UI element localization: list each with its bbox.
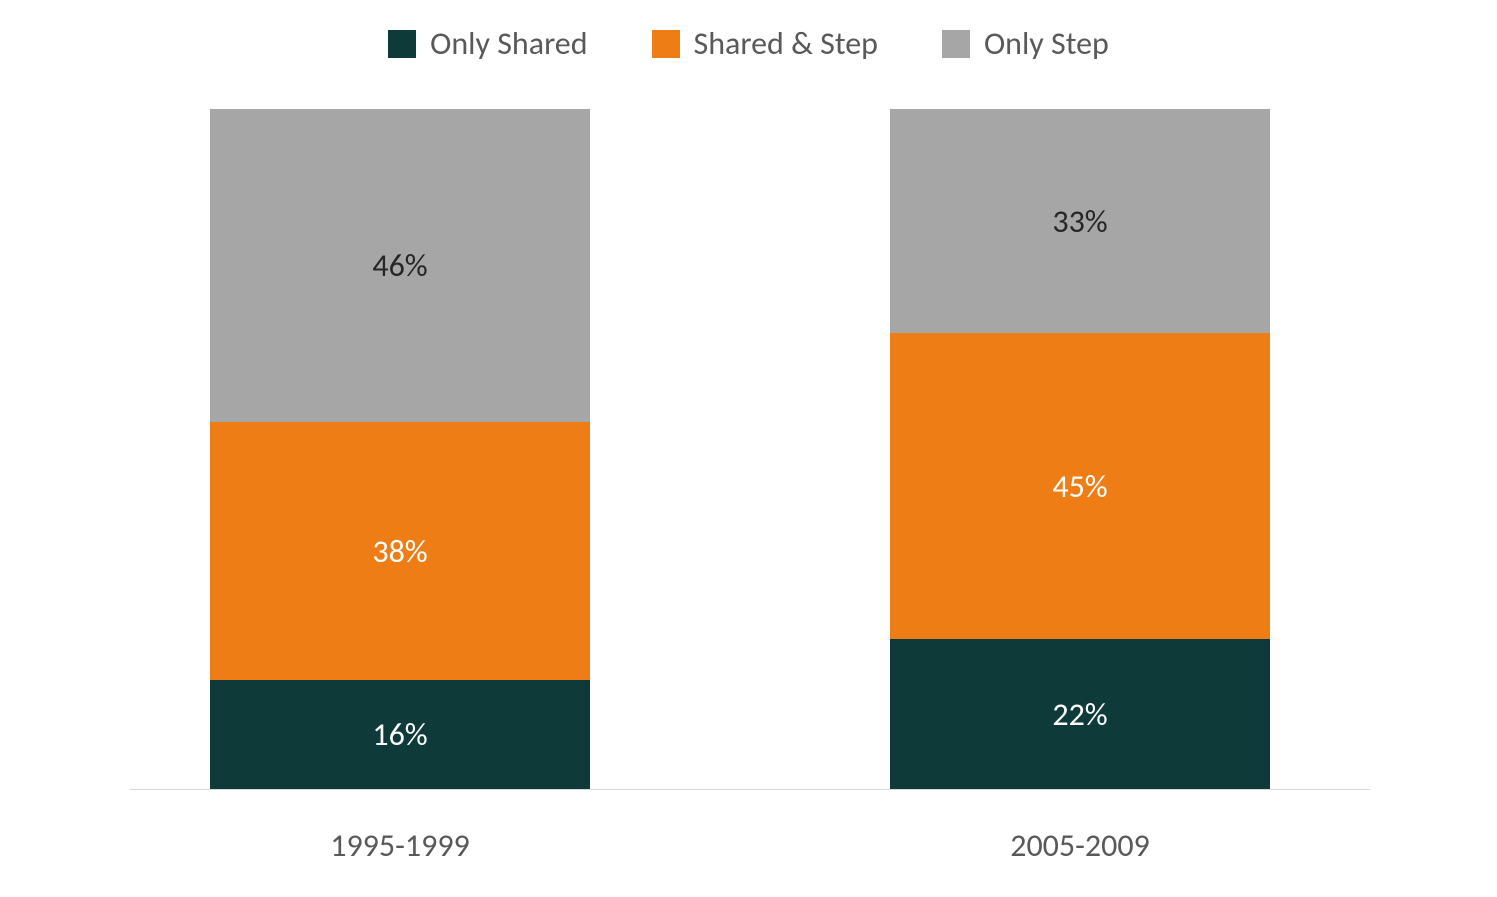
x-axis-label: 2005-2009 xyxy=(890,826,1270,865)
legend-swatch xyxy=(388,30,416,58)
stacked-bar-chart: Only Shared Shared & Step Only Step 16% 3… xyxy=(0,0,1497,897)
x-axis: 1995-1999 2005-2009 xyxy=(130,808,1370,868)
legend-label: Only Step xyxy=(984,24,1109,63)
plot-area: 16% 38% 46% 22% 45% 33% xyxy=(130,110,1370,790)
data-label: 46% xyxy=(372,246,427,285)
segment-only-shared: 16% xyxy=(210,680,590,789)
x-axis-label: 1995-1999 xyxy=(210,826,590,865)
segment-only-step: 33% xyxy=(890,109,1270,333)
legend-item-shared-and-step: Shared & Step xyxy=(652,24,878,63)
legend-item-only-shared: Only Shared xyxy=(388,24,587,63)
legend-label: Shared & Step xyxy=(694,24,878,63)
legend-swatch xyxy=(942,30,970,58)
legend-swatch xyxy=(652,30,680,58)
segment-only-shared: 22% xyxy=(890,639,1270,789)
segment-only-step: 46% xyxy=(210,109,590,422)
legend-label: Only Shared xyxy=(430,24,587,63)
data-label: 33% xyxy=(1052,202,1107,241)
legend-item-only-step: Only Step xyxy=(942,24,1109,63)
segment-shared-step: 45% xyxy=(890,333,1270,639)
legend: Only Shared Shared & Step Only Step xyxy=(0,24,1497,63)
segment-shared-step: 38% xyxy=(210,422,590,680)
data-label: 38% xyxy=(372,532,427,571)
data-label: 45% xyxy=(1052,467,1107,506)
bar-1995-1999: 16% 38% 46% xyxy=(210,109,590,789)
data-label: 16% xyxy=(372,715,427,754)
data-label: 22% xyxy=(1052,695,1107,734)
bar-2005-2009: 22% 45% 33% xyxy=(890,109,1270,789)
